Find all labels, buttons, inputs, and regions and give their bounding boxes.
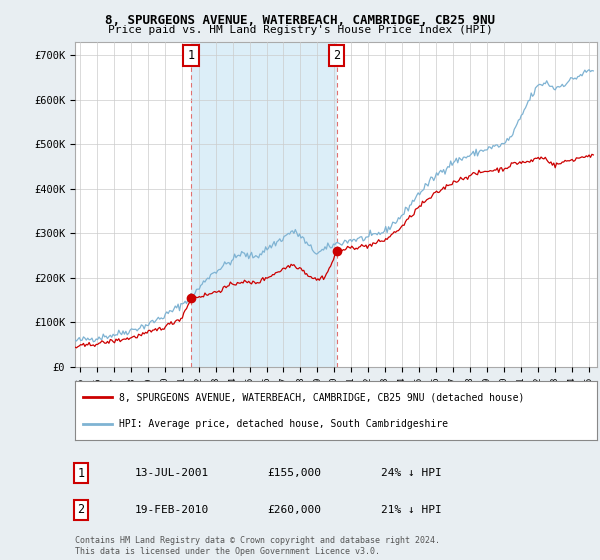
- Text: £155,000: £155,000: [267, 468, 321, 478]
- Text: 19-FEB-2010: 19-FEB-2010: [135, 505, 209, 515]
- Text: 1: 1: [188, 49, 194, 62]
- Text: 8, SPURGEONS AVENUE, WATERBEACH, CAMBRIDGE, CB25 9NU (detached house): 8, SPURGEONS AVENUE, WATERBEACH, CAMBRID…: [119, 392, 525, 402]
- Text: £260,000: £260,000: [267, 505, 321, 515]
- Text: Price paid vs. HM Land Registry's House Price Index (HPI): Price paid vs. HM Land Registry's House …: [107, 25, 493, 35]
- Text: HPI: Average price, detached house, South Cambridgeshire: HPI: Average price, detached house, Sout…: [119, 419, 448, 430]
- Text: 13-JUL-2001: 13-JUL-2001: [135, 468, 209, 478]
- Text: 24% ↓ HPI: 24% ↓ HPI: [381, 468, 442, 478]
- Text: 2: 2: [77, 503, 85, 516]
- Text: 2: 2: [333, 49, 340, 62]
- Text: 1: 1: [77, 466, 85, 480]
- Text: Contains HM Land Registry data © Crown copyright and database right 2024.
This d: Contains HM Land Registry data © Crown c…: [75, 536, 440, 556]
- Text: 8, SPURGEONS AVENUE, WATERBEACH, CAMBRIDGE, CB25 9NU: 8, SPURGEONS AVENUE, WATERBEACH, CAMBRID…: [105, 14, 495, 27]
- Text: 21% ↓ HPI: 21% ↓ HPI: [381, 505, 442, 515]
- Bar: [191, 42, 337, 367]
